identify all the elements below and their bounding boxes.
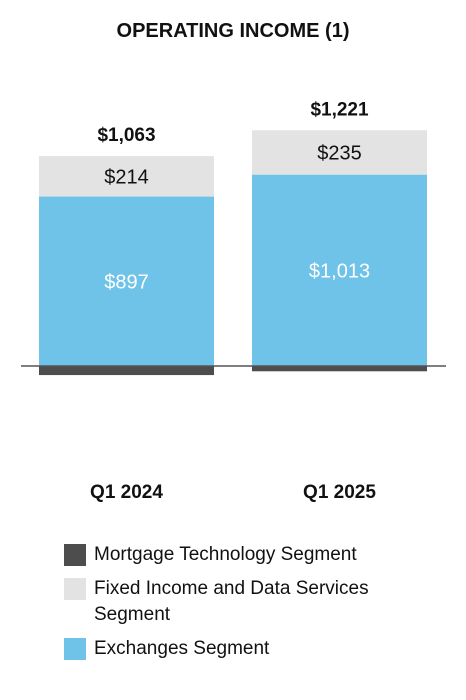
legend-swatch-mortgage-technology xyxy=(64,544,86,566)
bar-segment-fixed-income-and-data-services-segment-2 xyxy=(252,130,427,175)
legend-swatch-exchanges xyxy=(64,638,86,660)
category-label-2: Q1 2025 xyxy=(303,482,376,503)
bar-segment-fixed-income-and-data-services-segment-1 xyxy=(39,156,214,197)
legend-swatch-fixed-income xyxy=(64,578,86,600)
bar-segment-mortgage-technology-segment-1 xyxy=(39,366,214,376)
legend-label-mortgage-technology: Mortgage Technology Segment xyxy=(94,544,357,565)
plot-area: $897 $214 $1,063 Q1 2024 $1,013 $235 $1,221 Q1 … xyxy=(21,99,446,503)
total-label-2: $1,221 xyxy=(310,99,369,120)
data-label-exchanges-segment-2: $1,013 xyxy=(309,260,370,282)
legend-item-fixed-income: Fixed Income and Data Services Segment xyxy=(64,576,444,628)
data-label-fixed-income-and-data-services-segment-1: $214 xyxy=(104,166,149,188)
bar-segment-exchanges-segment-1 xyxy=(39,196,214,366)
bar-segment-exchanges-segment-2 xyxy=(252,174,427,366)
data-label-exchanges-segment-1: $897 xyxy=(104,271,149,293)
legend-label-fixed-income: Fixed Income and Data Services Segment xyxy=(94,578,369,625)
chart-title: OPERATING INCOME (1) xyxy=(117,20,350,42)
total-label-1: $1,063 xyxy=(97,125,155,146)
legend: Mortgage Technology Segment Fixed Income… xyxy=(64,542,444,662)
category-label-1: Q1 2024 xyxy=(90,482,163,503)
legend-label-exchanges: Exchanges Segment xyxy=(94,638,270,659)
bar-segment-mortgage-technology-segment-2 xyxy=(252,366,427,372)
data-label-fixed-income-and-data-services-segment-2: $235 xyxy=(317,142,362,164)
legend-item-exchanges: Exchanges Segment xyxy=(64,636,444,662)
legend-item-mortgage-technology: Mortgage Technology Segment xyxy=(64,542,444,568)
